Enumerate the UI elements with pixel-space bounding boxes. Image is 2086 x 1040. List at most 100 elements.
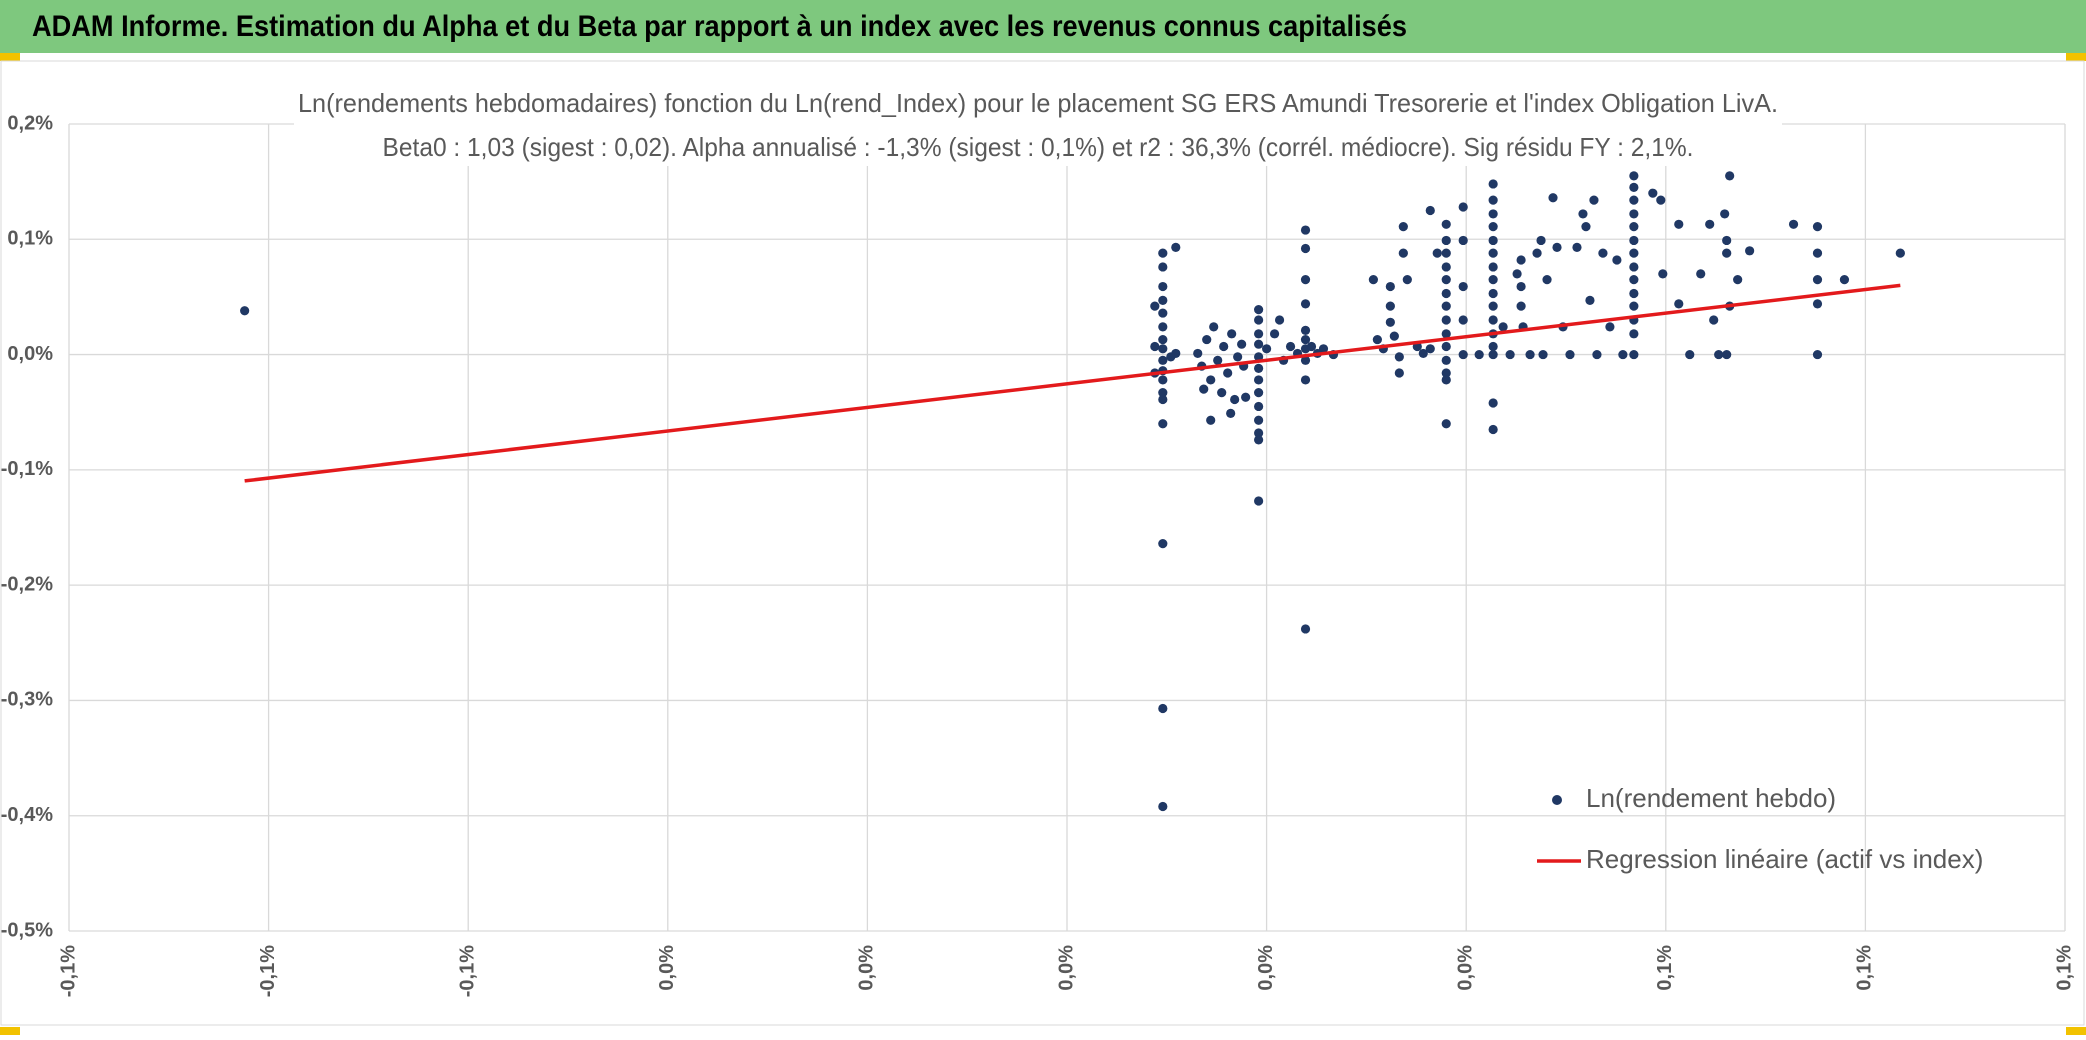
data-point	[1812, 275, 1823, 285]
y-tick-label: 0,2%	[7, 112, 53, 134]
x-tick-label: 0,0%	[1055, 945, 1077, 991]
y-tick-label: -0,2%	[1, 573, 53, 595]
data-point	[1648, 188, 1658, 198]
data-point	[1629, 182, 1639, 193]
x-tick-label: 0,0%	[656, 945, 678, 991]
data-point	[1441, 275, 1451, 285]
y-tick-label: -0,4%	[1, 804, 53, 826]
title-bar	[0, 0, 2086, 53]
data-point	[1629, 222, 1639, 232]
legend: Ln(rendement hebdo) Regression linéaire (…	[1537, 783, 1983, 874]
data-point	[1696, 269, 1706, 279]
chart-frame	[0, 60, 2085, 1026]
data-point	[1629, 209, 1639, 219]
data-point	[1629, 171, 1639, 181]
corner	[2066, 1027, 2086, 1035]
data-point	[1585, 295, 1595, 305]
data-point	[1158, 281, 1168, 292]
data-point	[1441, 288, 1451, 299]
data-point	[1705, 219, 1715, 229]
data-point	[1581, 222, 1591, 232]
y-tick-label: 0,1%	[7, 228, 53, 250]
data-point	[1488, 195, 1498, 205]
data-point	[1202, 334, 1212, 345]
data-point	[1269, 329, 1280, 339]
data-point	[1300, 243, 1311, 254]
data-point	[1629, 262, 1639, 272]
x-tick-label: 0,0%	[1454, 945, 1476, 991]
data-point	[1254, 415, 1264, 425]
data-point	[1425, 344, 1435, 354]
data-point	[1629, 235, 1639, 246]
data-point	[1658, 269, 1668, 279]
data-point	[1441, 235, 1451, 246]
data-point	[1385, 281, 1395, 292]
data-point	[1237, 339, 1247, 349]
data-point	[1158, 375, 1168, 385]
data-point	[1158, 801, 1168, 812]
data-point	[1150, 341, 1160, 352]
data-point	[1158, 539, 1168, 549]
data-point	[1441, 329, 1451, 339]
data-point	[1389, 331, 1399, 341]
x-tick-label: 0,1%	[2053, 945, 2075, 991]
data-point	[1398, 248, 1408, 258]
data-point	[1300, 299, 1311, 309]
data-point	[1605, 322, 1615, 332]
data-point	[1629, 301, 1639, 311]
regression-line	[244, 283, 1901, 483]
data-point	[1262, 344, 1272, 354]
data-point	[1512, 269, 1522, 279]
data-point	[1230, 394, 1240, 405]
data-point	[1629, 275, 1639, 285]
data-point	[1441, 355, 1451, 365]
title-box	[294, 86, 1782, 166]
data-point	[1394, 352, 1404, 362]
data-point	[1722, 248, 1732, 258]
data-point	[1394, 368, 1404, 378]
data-point	[1300, 325, 1311, 335]
data-point	[1812, 222, 1823, 232]
data-point	[1300, 375, 1311, 385]
data-point	[1552, 242, 1562, 252]
data-point	[1548, 193, 1558, 203]
data-point	[1217, 388, 1227, 398]
data-point	[1441, 368, 1451, 378]
data-point	[1516, 255, 1526, 265]
y-tick-label: 0,0%	[7, 343, 53, 365]
data-point	[1385, 317, 1395, 327]
data-point	[1812, 349, 1823, 360]
data-point	[1441, 341, 1451, 352]
x-tick-label: 0,1%	[1854, 945, 1876, 991]
data-point	[1505, 349, 1515, 360]
data-point	[1488, 315, 1498, 325]
data-point	[1674, 219, 1684, 229]
data-point	[1300, 624, 1311, 634]
data-point	[1254, 363, 1264, 374]
data-point	[1241, 392, 1251, 402]
data-point	[1441, 301, 1451, 311]
data-point	[1565, 349, 1575, 360]
data-point	[1441, 248, 1451, 258]
data-point	[1193, 348, 1203, 359]
plot-area: 0,2%0,1%0,0%-0,1%-0,2%-0,3%-0,4%-0,5%-0,…	[1, 112, 2076, 997]
data-point	[1166, 352, 1176, 362]
data-point	[1441, 219, 1451, 229]
data-point	[1895, 248, 1905, 258]
data-point	[1300, 355, 1311, 365]
data-point	[1441, 419, 1451, 429]
legend-swatch	[1552, 795, 1562, 805]
data-point	[1158, 703, 1168, 714]
x-tick-label: 0,0%	[856, 945, 878, 991]
data-point	[1254, 339, 1264, 349]
data-point	[1158, 388, 1168, 398]
data-point	[1488, 349, 1498, 360]
data-point	[1488, 262, 1498, 272]
data-point	[1733, 275, 1743, 285]
data-point	[1488, 341, 1498, 352]
data-point	[1254, 401, 1264, 412]
data-point	[1629, 195, 1639, 205]
data-point	[1488, 301, 1498, 311]
corner	[2066, 53, 2086, 61]
data-point	[1488, 398, 1498, 408]
